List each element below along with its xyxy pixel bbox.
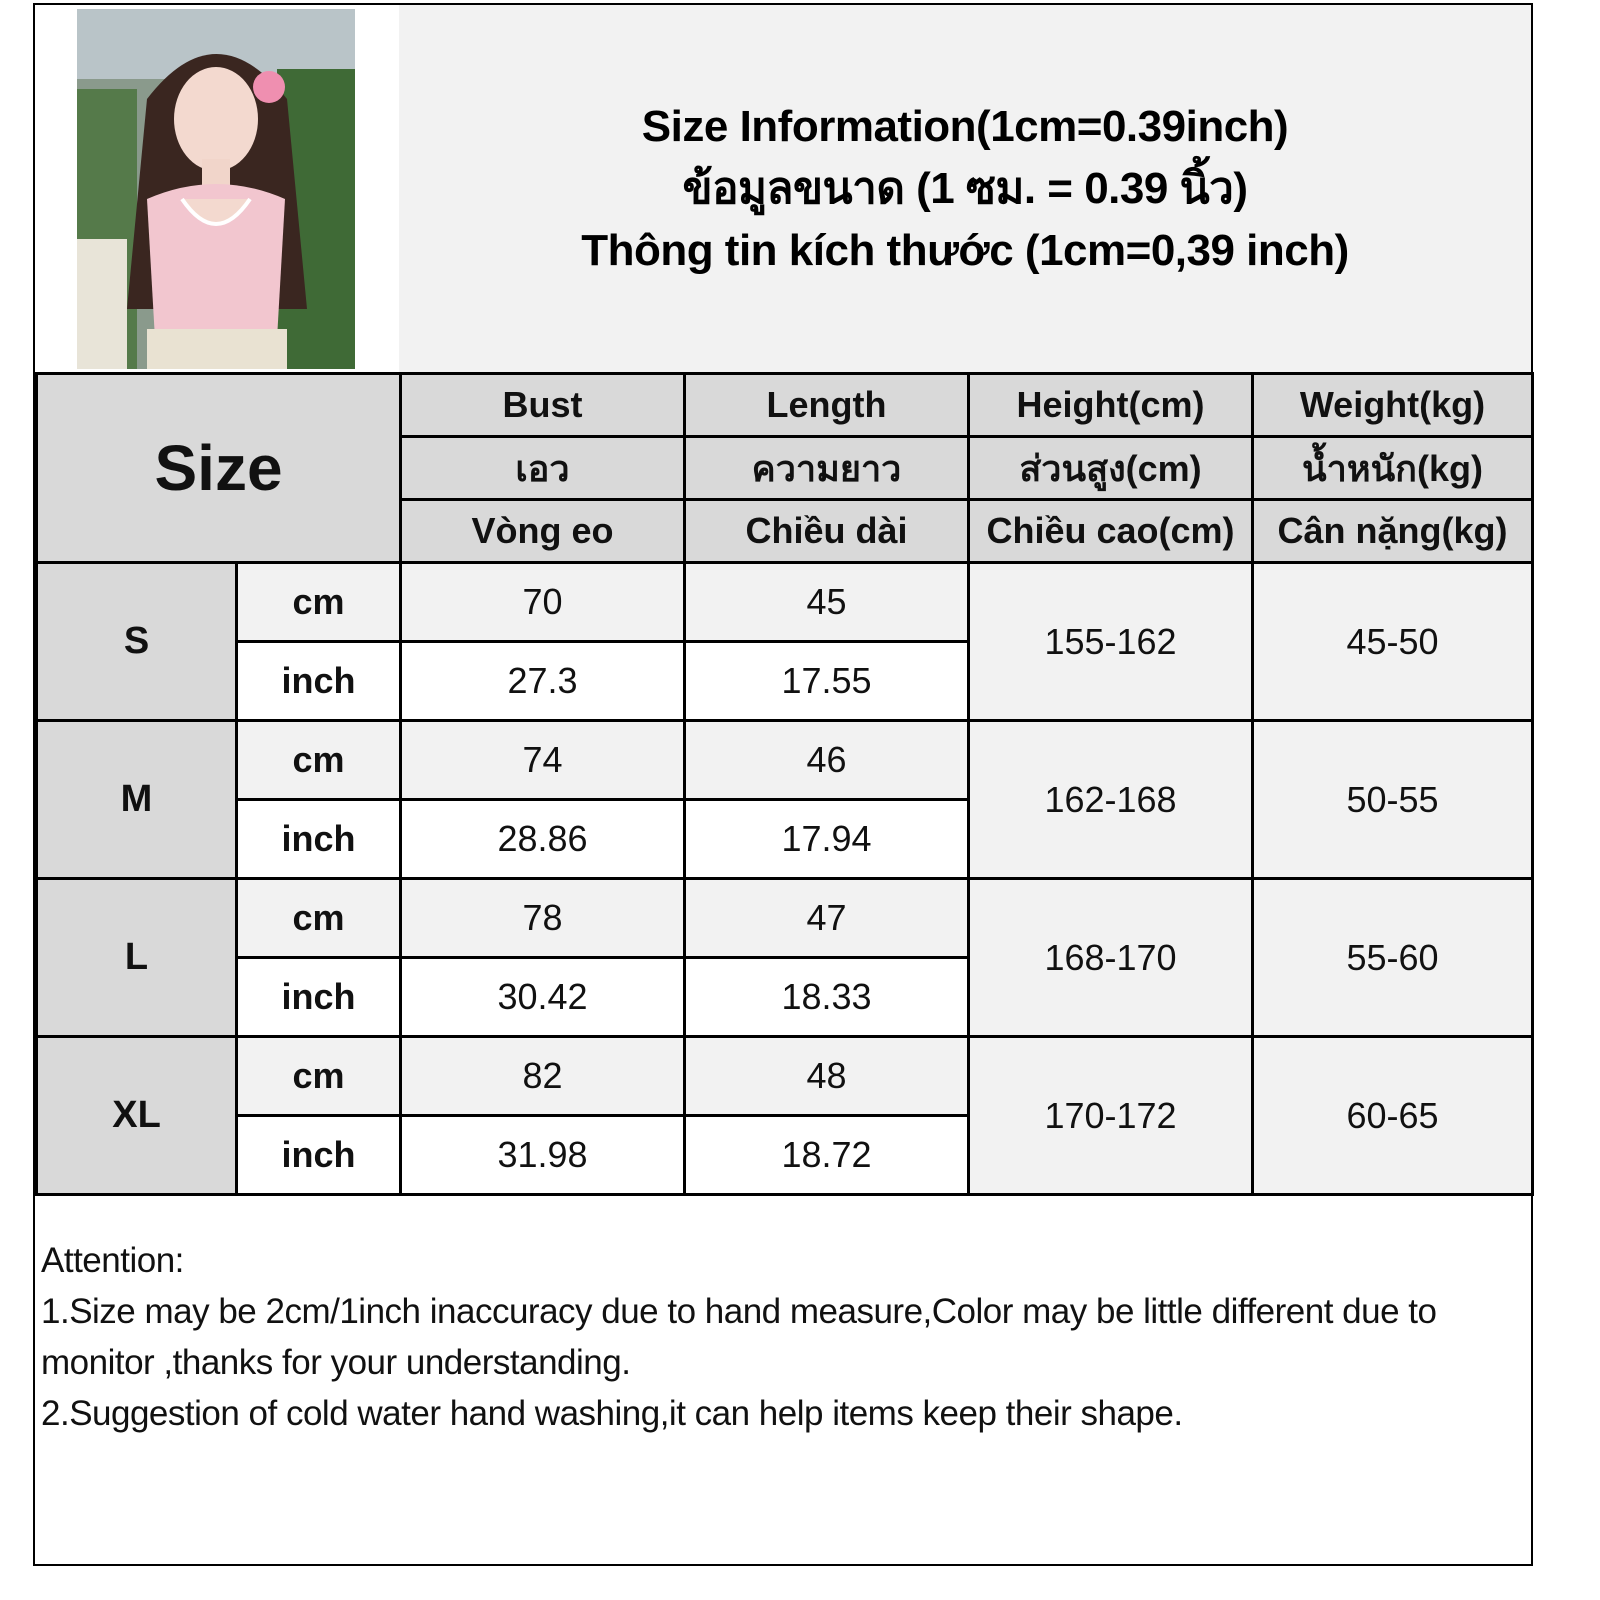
length-inch: 17.94	[683, 798, 970, 880]
bust-cm: 70	[399, 561, 686, 643]
table-row-cm: XL cm 82 48 170-172 60-65	[35, 1035, 1534, 1196]
table-row-cm: S cm 70 45 155-162 45-50	[35, 561, 1534, 722]
weight-range: 45-50	[1251, 561, 1534, 722]
table-row-cm: M cm 74 46 162-168 50-55	[35, 719, 1534, 880]
length-inch: 17.55	[683, 640, 970, 722]
product-photo	[77, 9, 355, 369]
unit-cm: cm	[235, 719, 402, 801]
header-bust-en: Bust	[399, 372, 686, 438]
length-cm: 48	[683, 1035, 970, 1117]
size-label: XL	[35, 1035, 238, 1196]
header-weight-th: น้ำหนัก(kg)	[1251, 435, 1534, 501]
bust-inch: 31.98	[399, 1114, 686, 1196]
table-row-inch: inch 31.98 18.72	[37, 1114, 1533, 1196]
notes-heading: Attention:	[41, 1241, 184, 1280]
unit-inch: inch	[235, 1114, 402, 1196]
length-inch: 18.33	[683, 956, 970, 1038]
bust-inch: 30.42	[399, 956, 686, 1038]
note-2: 2.Suggestion of cold water hand washing,…	[41, 1394, 1183, 1433]
header-height-th: ส่วนสูง(cm)	[967, 435, 1254, 501]
header-bust-vi: Vòng eo	[399, 498, 686, 564]
product-photo-cell	[35, 5, 401, 372]
unit-cm: cm	[235, 1035, 402, 1117]
bust-cm: 74	[399, 719, 686, 801]
size-chart: Size Information(1cm=0.39inch) ข้อมูลขนา…	[33, 3, 1534, 1566]
header-height-en: Height(cm)	[967, 372, 1254, 438]
header-length-vi: Chiều dài	[683, 498, 970, 564]
title-english: Size Information(1cm=0.39inch)	[641, 101, 1289, 151]
size-header: Size	[35, 372, 402, 564]
weight-range: 60-65	[1251, 1035, 1534, 1196]
header-length-th: ความยาว	[683, 435, 970, 501]
title-block: Size Information(1cm=0.39inch) ข้อมูลขนา…	[399, 5, 1531, 372]
size-label: L	[35, 877, 238, 1038]
table-row-inch: inch 27.3 17.55	[37, 640, 1533, 722]
height-range: 155-162	[967, 561, 1254, 722]
size-label: S	[35, 561, 238, 722]
attention-notes: Attention: 1.Size may be 2cm/1inch inacc…	[41, 1235, 1521, 1439]
size-label: M	[35, 719, 238, 880]
table-row-inch: inch 28.86 17.94	[37, 798, 1533, 880]
bust-cm: 78	[399, 877, 686, 959]
title-vietnamese: Thông tin kích thước (1cm=0,39 inch)	[581, 225, 1349, 275]
unit-cm: cm	[235, 561, 402, 643]
bust-inch: 28.86	[399, 798, 686, 880]
length-cm: 45	[683, 561, 970, 643]
length-inch: 18.72	[683, 1114, 970, 1196]
bust-inch: 27.3	[399, 640, 686, 722]
header-weight-en: Weight(kg)	[1251, 372, 1534, 438]
table-row-cm: L cm 78 47 168-170 55-60	[35, 877, 1534, 1038]
weight-range: 55-60	[1251, 877, 1534, 1038]
header-weight-vi: Cân nặng(kg)	[1251, 498, 1534, 564]
unit-inch: inch	[235, 640, 402, 722]
header-height-vi: Chiều cao(cm)	[967, 498, 1254, 564]
length-cm: 46	[683, 719, 970, 801]
size-table: Size Bust Length Height(cm) Weight(kg) เ…	[35, 372, 1534, 1196]
length-cm: 47	[683, 877, 970, 959]
unit-inch: inch	[235, 798, 402, 880]
height-range: 168-170	[967, 877, 1254, 1038]
height-range: 162-168	[967, 719, 1254, 880]
unit-cm: cm	[235, 877, 402, 959]
header-bust-th: เอว	[399, 435, 686, 501]
weight-range: 50-55	[1251, 719, 1534, 880]
table-row-inch: inch 30.42 18.33	[37, 956, 1533, 1038]
note-1: 1.Size may be 2cm/1inch inaccuracy due t…	[41, 1292, 1437, 1382]
height-range: 170-172	[967, 1035, 1254, 1196]
unit-inch: inch	[235, 956, 402, 1038]
title-thai: ข้อมูลขนาด (1 ซม. = 0.39 นิ้ว)	[682, 163, 1248, 213]
bust-cm: 82	[399, 1035, 686, 1117]
header-length-en: Length	[683, 372, 970, 438]
